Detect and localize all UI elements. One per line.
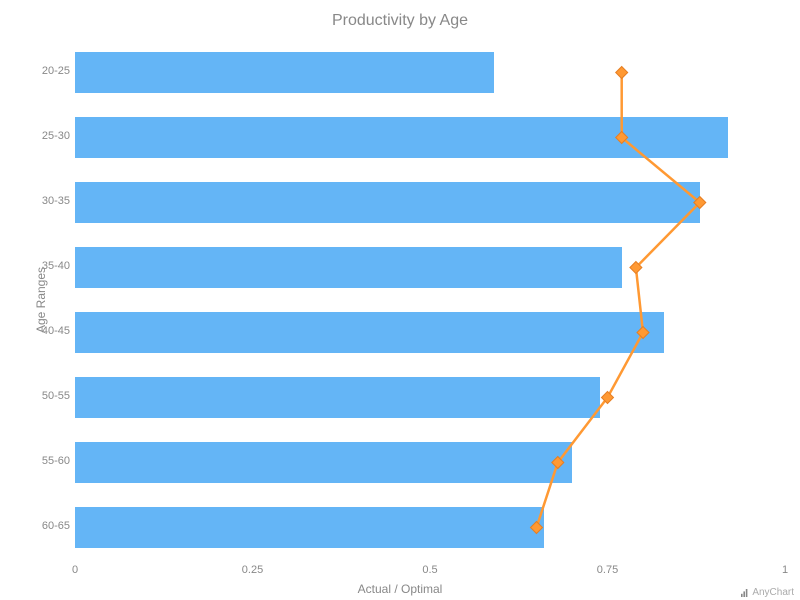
y-tick-label: 55-60 [30,455,70,467]
y-tick-label: 40-45 [30,325,70,337]
bar [75,247,622,289]
bars-container: 20-25 25-30 30-35 35-40 40-45 50-55 55-60 60-65 [75,40,785,560]
bar [75,442,572,484]
y-tick-label: 35-40 [30,260,70,272]
bar-row: 30-35 [75,182,785,224]
y-tick-label: 30-35 [30,195,70,207]
bar-row: 25-30 [75,117,785,159]
x-tick-label: 1 [782,564,788,576]
bar [75,182,700,224]
bar-row: 50-55 [75,377,785,419]
y-tick-label: 50-55 [30,390,70,402]
chart-title: Productivity by Age [0,0,800,30]
x-tick-label: 0 [72,564,78,576]
y-tick-label: 60-65 [30,520,70,532]
y-tick-label: 25-30 [30,130,70,142]
y-tick-label: 20-25 [30,65,70,77]
bar-row: 60-65 [75,507,785,549]
y-axis-label: Age Ranges [34,267,48,333]
chart-plot-area: 20-25 25-30 30-35 35-40 40-45 50-55 55-60 60-65 [75,40,785,560]
bar [75,52,494,94]
bar [75,507,544,549]
watermark: AnyChart [741,587,794,598]
x-tick-label: 0.25 [242,564,263,576]
chart-logo-icon [741,589,749,597]
bar [75,117,728,159]
bar [75,377,600,419]
bar-row: 35-40 [75,247,785,289]
bar-row: 20-25 [75,52,785,94]
bar-row: 40-45 [75,312,785,354]
x-tick-label: 0.75 [597,564,618,576]
watermark-text: AnyChart [752,587,794,598]
x-tick-label: 0.5 [422,564,437,576]
bar-row: 55-60 [75,442,785,484]
x-axis-label: Actual / Optimal [358,582,443,596]
bar [75,312,664,354]
